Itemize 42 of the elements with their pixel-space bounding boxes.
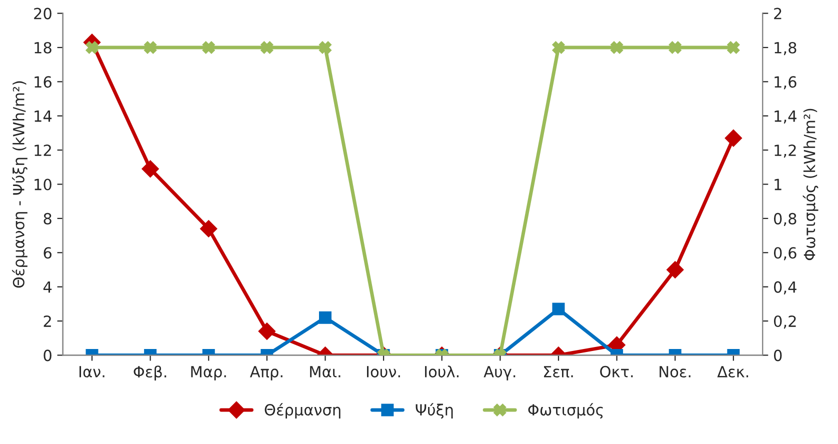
y-tick-label: 20 bbox=[34, 8, 52, 20]
x-tick-label: Φεβ. bbox=[134, 366, 166, 380]
y-tick-label: 0 bbox=[44, 350, 52, 362]
y-tick-label: 14 bbox=[34, 110, 52, 122]
point bbox=[142, 160, 159, 178]
y2-tick-label: 1 bbox=[774, 178, 782, 190]
x-tick-label: Μαρ. bbox=[191, 366, 226, 380]
x-tick-label: Μαι. bbox=[310, 366, 340, 378]
y-tick-label: 4 bbox=[43, 281, 52, 293]
y-tick-label: 12 bbox=[34, 144, 51, 156]
x-tick-label: Ιουλ. bbox=[425, 366, 459, 378]
y-axis-title: Θέρμανση - Ψύξη (kWh/m²) bbox=[12, 81, 28, 288]
y2-tick-label: 0 bbox=[774, 350, 782, 362]
y2-axis-title: Φωτισμός (kWh/m²) bbox=[802, 108, 818, 260]
y2-tick-label: 1,2 bbox=[774, 144, 796, 158]
x-tick-label: Νοε. bbox=[660, 366, 690, 378]
x-tick-label: Αυγ. bbox=[484, 366, 516, 380]
x-tick-label: Απρ. bbox=[250, 366, 282, 380]
y-tick-label: 18 bbox=[34, 42, 52, 54]
y2-tick-label: 1,6 bbox=[774, 76, 796, 90]
x-tick-label: Σεπ. bbox=[544, 366, 573, 378]
point bbox=[724, 130, 742, 147]
y-tick-label: 8 bbox=[44, 212, 52, 224]
y2-tick-label: 1,4 bbox=[774, 110, 796, 124]
x-tick-label: Οκτ. bbox=[600, 366, 633, 378]
y-tick-label: 2 bbox=[44, 315, 51, 327]
y-tick-label: 10 bbox=[34, 178, 52, 190]
y2-tick-label: 0,4 bbox=[774, 281, 796, 294]
y-tick-label: 16 bbox=[34, 76, 52, 88]
y2-tick-label: 0,6 bbox=[774, 247, 796, 260]
y-tick-label: 6 bbox=[44, 247, 52, 259]
legend-label: Φωτισμός bbox=[528, 403, 603, 419]
y2-tick-label: 2 bbox=[774, 8, 782, 20]
x-tick-label: Ιουν. bbox=[367, 366, 400, 378]
legend-label: Ψύξη bbox=[416, 403, 453, 419]
y2-tick-label: 0,8 bbox=[774, 212, 796, 226]
point bbox=[200, 220, 218, 238]
legend-label: Θέρμανση bbox=[264, 403, 340, 419]
y2-tick-label: 0,2 bbox=[774, 315, 796, 329]
x-tick-label: Ιαν. bbox=[80, 366, 104, 378]
y2-tick-label: 1,8 bbox=[774, 42, 796, 56]
x-tick-label: Δεκ. bbox=[717, 366, 748, 378]
